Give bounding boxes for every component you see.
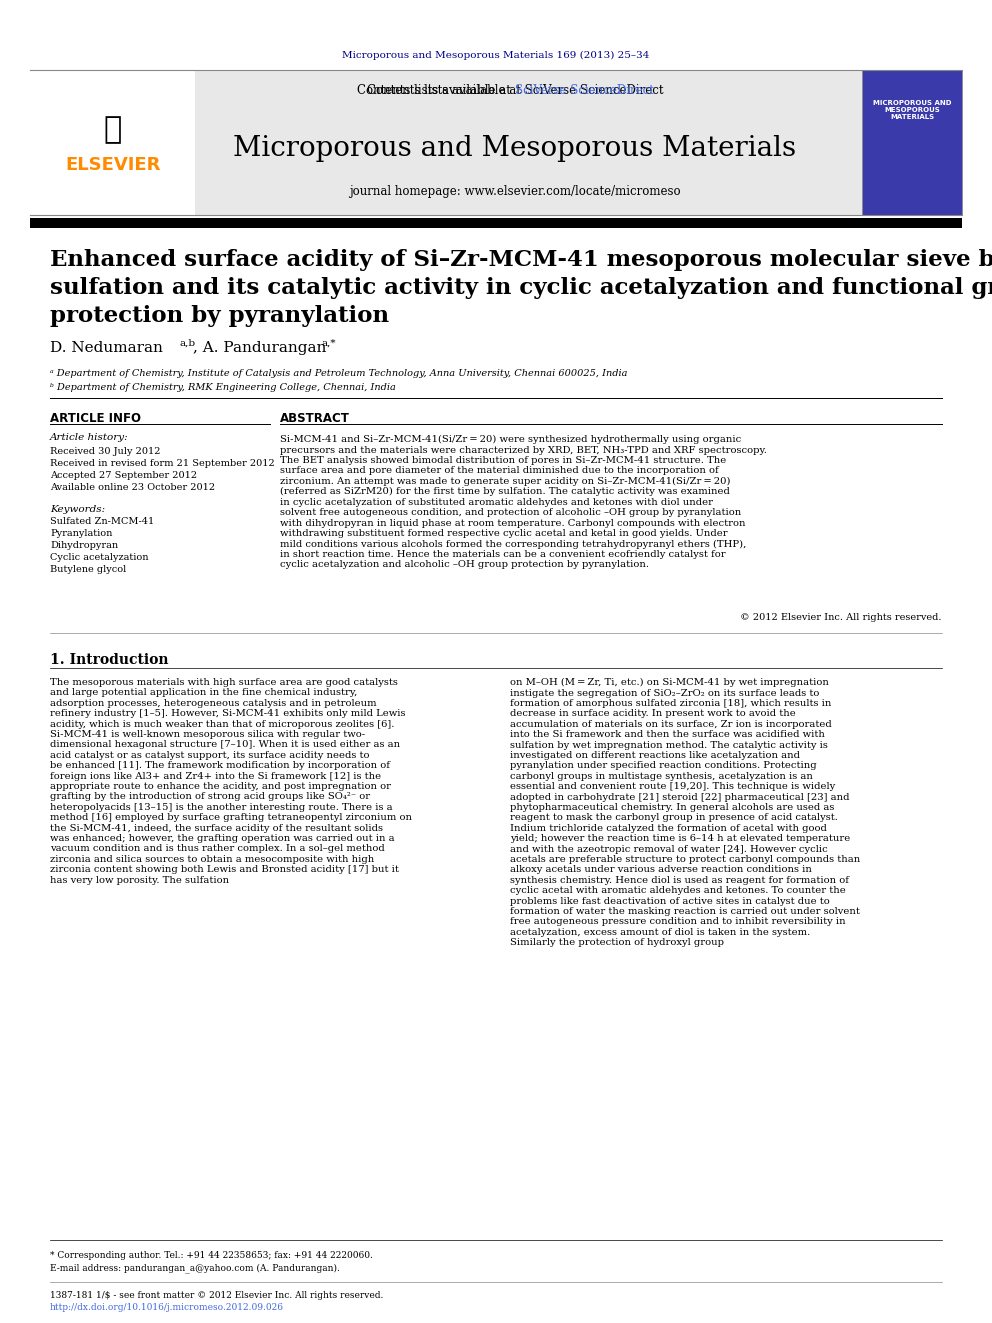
Text: protection by pyranylation: protection by pyranylation (50, 306, 389, 327)
Text: Dihydropyran: Dihydropyran (50, 541, 118, 550)
Text: ᵇ Department of Chemistry, RMK Engineering College, Chennai, India: ᵇ Department of Chemistry, RMK Engineeri… (50, 382, 396, 392)
Text: Available online 23 October 2012: Available online 23 October 2012 (50, 483, 215, 492)
Text: © 2012 Elsevier Inc. All rights reserved.: © 2012 Elsevier Inc. All rights reserved… (740, 614, 942, 623)
Text: * Corresponding author. Tel.: +91 44 22358653; fax: +91 44 2220060.: * Corresponding author. Tel.: +91 44 223… (50, 1250, 373, 1259)
Text: MICROPOROUS AND
MESOPOROUS
MATERIALS: MICROPOROUS AND MESOPOROUS MATERIALS (873, 101, 951, 120)
Text: a,*: a,* (322, 339, 336, 348)
Text: Received 30 July 2012: Received 30 July 2012 (50, 447, 161, 456)
Text: Contents lists available at: Contents lists available at (357, 83, 515, 97)
Text: D. Nedumaran: D. Nedumaran (50, 341, 163, 355)
Bar (30, 70, 962, 216)
Bar (862, 70, 962, 216)
Text: E-mail address: pandurangan_a@yahoo.com (A. Pandurangan).: E-mail address: pandurangan_a@yahoo.com … (50, 1263, 340, 1273)
Text: Accepted 27 September 2012: Accepted 27 September 2012 (50, 471, 197, 480)
Text: Butylene glycol: Butylene glycol (50, 565, 126, 574)
Text: SciVerse ScienceDirect: SciVerse ScienceDirect (515, 83, 654, 97)
Bar (30, 218, 962, 228)
Text: , A. Pandurangan: , A. Pandurangan (193, 341, 326, 355)
Text: a,b: a,b (179, 339, 195, 348)
Text: Contents lists available at SciVerse ScienceDirect: Contents lists available at SciVerse Sci… (367, 83, 664, 97)
Text: The mesoporous materials with high surface area are good catalysts
and large pot: The mesoporous materials with high surfa… (50, 677, 412, 885)
Text: ELSEVIER: ELSEVIER (65, 156, 161, 175)
Text: Cyclic acetalyzation: Cyclic acetalyzation (50, 553, 149, 562)
Text: Microporous and Mesoporous Materials 169 (2013) 25–34: Microporous and Mesoporous Materials 169… (342, 50, 650, 60)
Text: Keywords:: Keywords: (50, 505, 105, 515)
Text: ABSTRACT: ABSTRACT (280, 411, 350, 425)
Text: 1387-181 1/$ - see front matter © 2012 Elsevier Inc. All rights reserved.: 1387-181 1/$ - see front matter © 2012 E… (50, 1290, 383, 1299)
Text: Received in revised form 21 September 2012: Received in revised form 21 September 20… (50, 459, 275, 468)
Text: journal homepage: www.elsevier.com/locate/micromeso: journal homepage: www.elsevier.com/locat… (349, 185, 681, 198)
Text: Article history:: Article history: (50, 434, 129, 442)
Text: Enhanced surface acidity of Si–Zr-MCM-41 mesoporous molecular sieve by: Enhanced surface acidity of Si–Zr-MCM-41… (50, 249, 992, 271)
Text: ᵃ Department of Chemistry, Institute of Catalysis and Petroleum Technology, Anna: ᵃ Department of Chemistry, Institute of … (50, 369, 628, 377)
Text: Microporous and Mesoporous Materials: Microporous and Mesoporous Materials (233, 135, 797, 161)
Text: http://dx.doi.org/10.1016/j.micromeso.2012.09.026: http://dx.doi.org/10.1016/j.micromeso.20… (50, 1303, 284, 1312)
Text: Pyranylation: Pyranylation (50, 529, 112, 538)
Text: 🌳: 🌳 (104, 115, 122, 144)
Text: on M–OH (M = Zr, Ti, etc.) on Si-MCM-41 by wet impregnation
instigate the segreg: on M–OH (M = Zr, Ti, etc.) on Si-MCM-41 … (510, 677, 860, 947)
Text: Si-MCM-41 and Si–Zr-MCM-41(Si/Zr = 20) were synthesized hydrothermally using org: Si-MCM-41 and Si–Zr-MCM-41(Si/Zr = 20) w… (280, 435, 767, 569)
Text: sulfation and its catalytic activity in cyclic acetalyzation and functional grou: sulfation and its catalytic activity in … (50, 277, 992, 299)
Bar (30, 70, 195, 216)
Text: ARTICLE INFO: ARTICLE INFO (50, 411, 141, 425)
Text: Sulfated Zn-MCM-41: Sulfated Zn-MCM-41 (50, 517, 154, 527)
Text: 1. Introduction: 1. Introduction (50, 654, 169, 667)
